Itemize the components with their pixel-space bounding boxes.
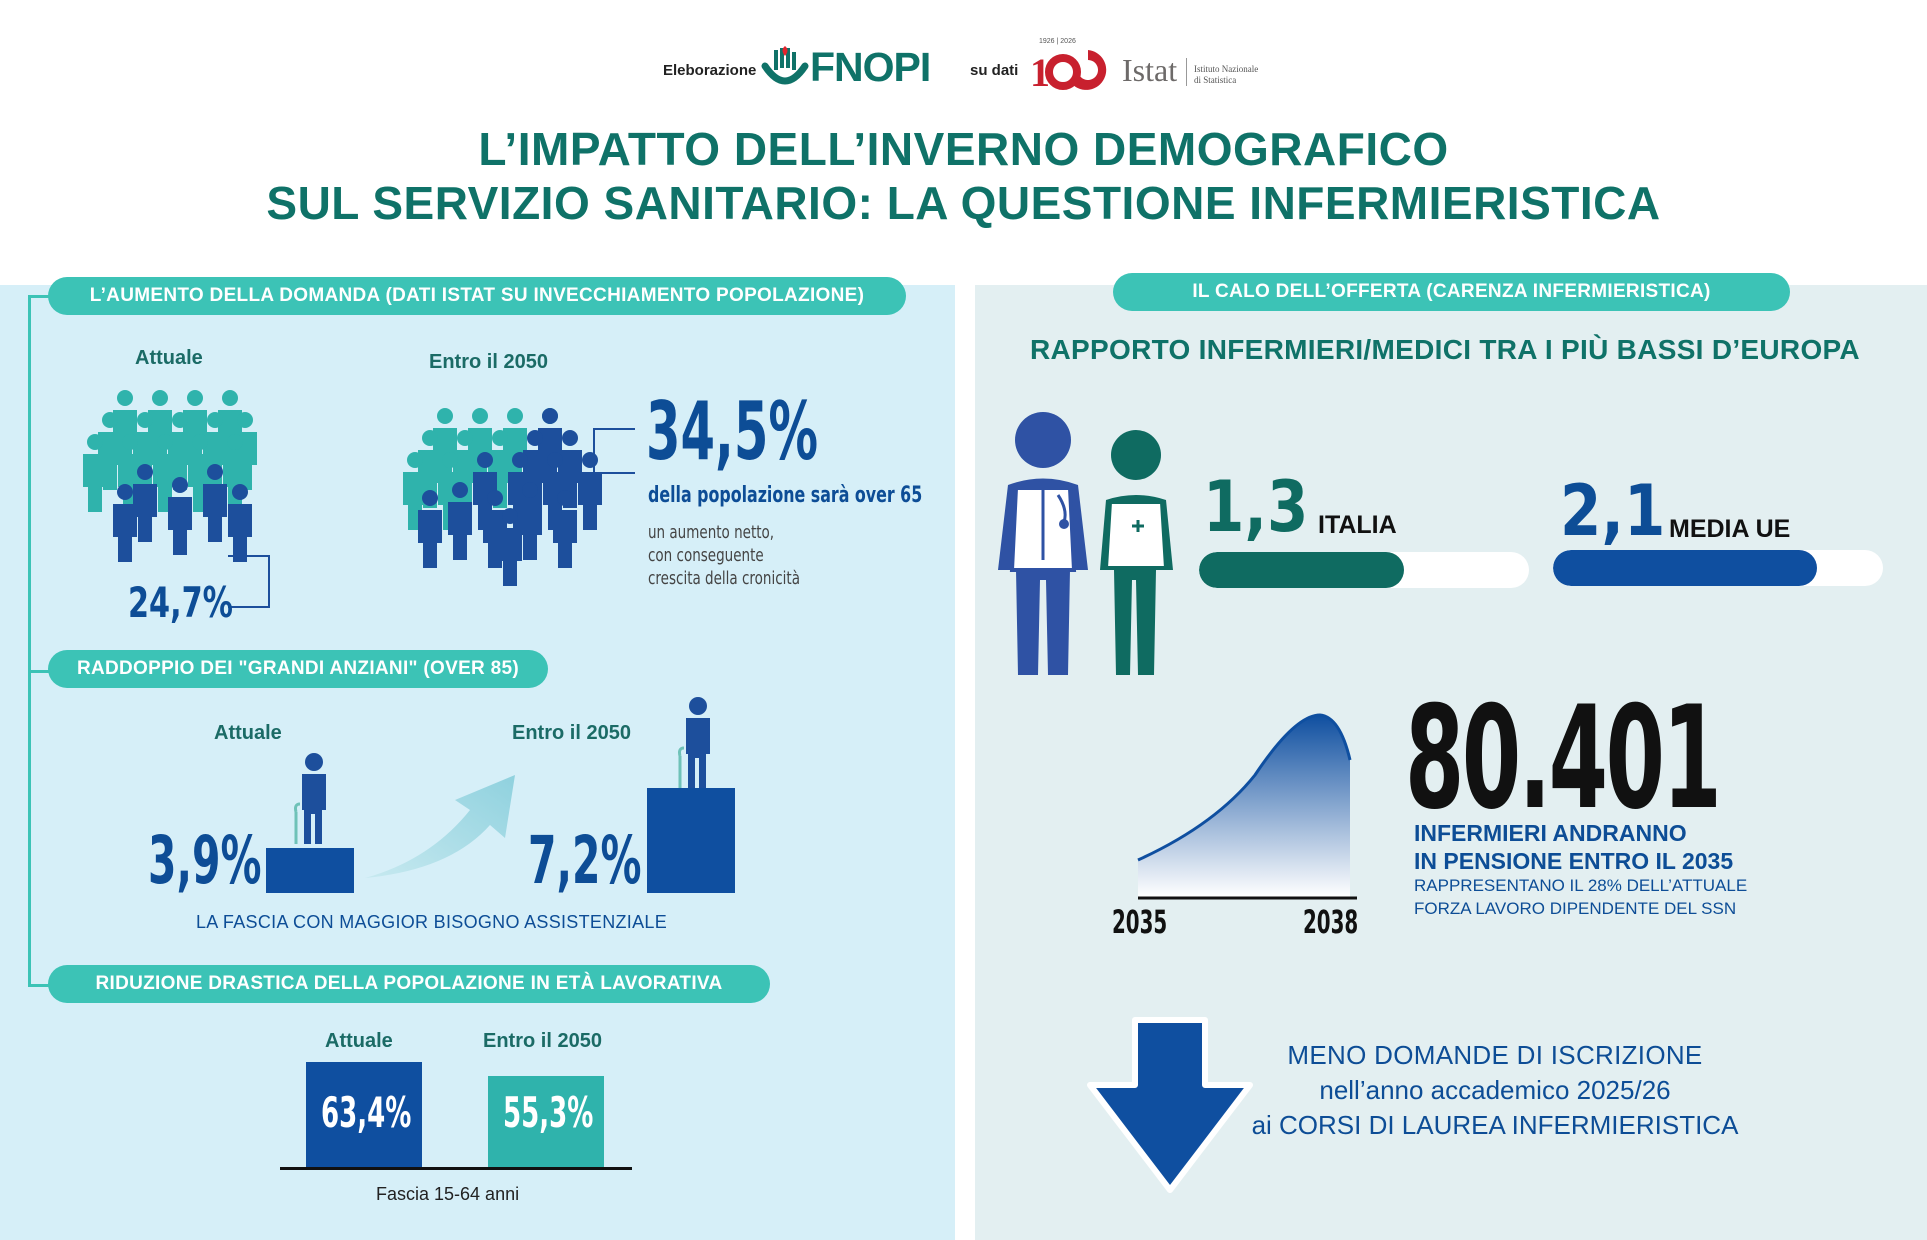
- credit-mid: su dati: [970, 62, 1019, 79]
- italy-label: ITALIA: [1318, 511, 1397, 539]
- istat-sub-1: Istituto Nazionale: [1194, 64, 1259, 74]
- enroll-line-1: MENO DOMANDE DI ISCRIZIONE: [1287, 1040, 1703, 1070]
- right-subtitle: RAPPORTO INFERMIERI/MEDICI TRA I PIÙ BAS…: [1030, 334, 1860, 365]
- s2-current-label: Attuale: [214, 722, 282, 744]
- crowd-current-icon: [83, 390, 257, 562]
- s1-future-note-2: con conseguente: [648, 545, 764, 566]
- s2-future-value: 7,2%: [528, 822, 642, 899]
- eu-bar-track: [1553, 550, 1883, 586]
- retire-line-4: FORZA LAVORO DIPENDENTE DEL SSN: [1414, 899, 1737, 918]
- s2-current-bar: [266, 848, 354, 893]
- section-workforce-pill: RIDUZIONE DRASTICA DELLA POPOLAZIONE IN …: [48, 965, 770, 1003]
- curve-end-label: 2038: [1303, 903, 1359, 941]
- istat-divider: [1186, 58, 1187, 86]
- left-timeline-line: [28, 296, 31, 986]
- s2-caption: LA FASCIA CON MAGGIOR BISOGNO ASSISTENZI…: [196, 912, 668, 932]
- s1-future-note-3: crescita della cronicità: [648, 568, 800, 589]
- s3-current-value: 63,4%: [321, 1088, 412, 1137]
- enroll-line-3: ai CORSI DI LAUREA INFERMIERISTICA: [1251, 1110, 1739, 1140]
- s2-current-value: 3,9%: [148, 822, 262, 899]
- istat-100-logo-icon: 1: [1030, 50, 1107, 92]
- s1-future-label: Entro il 2050: [429, 351, 548, 373]
- s3-current-label: Attuale: [325, 1030, 393, 1052]
- down-arrow-icon: [1087, 1017, 1253, 1193]
- enroll-line-2: nell’anno accademico 2025/26: [1319, 1075, 1671, 1105]
- timeline-tick-1: [28, 295, 52, 298]
- page-title-line-1: L’IMPATTO DELL’INVERNO DEMOGRAFICO: [478, 123, 1449, 175]
- retire-line-2: IN PENSIONE ENTRO IL 2035: [1414, 848, 1734, 874]
- retire-number: 80.401: [1405, 676, 1722, 841]
- s3-caption: Fascia 15-64 anni: [376, 1184, 520, 1204]
- credit-prefix: Eleborazione: [663, 62, 757, 79]
- eu-label: MEDIA UE: [1669, 515, 1791, 543]
- growth-arrow-icon: [365, 775, 515, 878]
- timeline-tick-2: [28, 670, 52, 673]
- fnopi-brand: FNOPI: [810, 44, 931, 90]
- eu-value: 2,1: [1560, 470, 1666, 552]
- s3-future-bar: [488, 1076, 604, 1168]
- section-elderly-pill: RADDOPPIO DEI "GRANDI ANZIANI" (OVER 85): [48, 650, 548, 688]
- s3-baseline: [280, 1167, 632, 1170]
- s3-future-value: 55,3%: [503, 1088, 594, 1137]
- s1-current-label: Attuale: [135, 347, 203, 369]
- s1-future-note-1: un aumento netto,: [648, 522, 775, 543]
- s1-future-text: della popolazione sarà over 65: [648, 483, 923, 508]
- curve-start-label: 2035: [1112, 903, 1168, 941]
- italy-bar-fill: [1199, 552, 1404, 588]
- s1-current-bracket: [228, 555, 270, 608]
- section-supply-pill: IL CALO DELL’OFFERTA (CARENZA INFERMIERI…: [1113, 273, 1790, 311]
- retire-line-3: RAPPRESENTANO IL 28% DELL’ATTUALE: [1414, 876, 1748, 895]
- s3-future-label: Entro il 2050: [483, 1030, 602, 1052]
- s1-future-bracket: [593, 428, 635, 474]
- timeline-tick-3: [28, 984, 52, 987]
- svg-text:1: 1: [1030, 50, 1050, 92]
- s1-current-value: 24,7%: [128, 578, 233, 627]
- istat-sub-2: di Statistica: [1194, 75, 1237, 85]
- s2-future-label: Entro il 2050: [512, 722, 631, 744]
- elderly-current-icon: [294, 753, 326, 844]
- retirement-curve-icon: [1137, 713, 1357, 900]
- eu-bar-fill: [1553, 550, 1817, 586]
- fnopi-logo-icon: [761, 46, 809, 85]
- istat-name: Istat: [1122, 52, 1178, 88]
- italy-value: 1,3: [1203, 466, 1309, 548]
- istat-badge: 1926 | 2026: [1039, 38, 1076, 45]
- section-demand-pill: L’AUMENTO DELLA DOMANDA (DATI ISTAT SU I…: [48, 277, 906, 315]
- s3-current-bar: [306, 1062, 422, 1168]
- page-title-line-2: SUL SERVIZIO SANITARIO: LA QUESTIONE INF…: [266, 177, 1661, 229]
- italy-bar-track: [1199, 552, 1529, 588]
- retire-line-1: INFERMIERI ANDRANNO: [1414, 820, 1687, 846]
- s1-future-value: 34,5%: [646, 385, 819, 478]
- s2-future-bar: [647, 788, 735, 893]
- crowd-future-icon: [403, 408, 602, 586]
- doctor-nurse-icon: [998, 412, 1173, 675]
- elderly-future-icon: [678, 697, 710, 788]
